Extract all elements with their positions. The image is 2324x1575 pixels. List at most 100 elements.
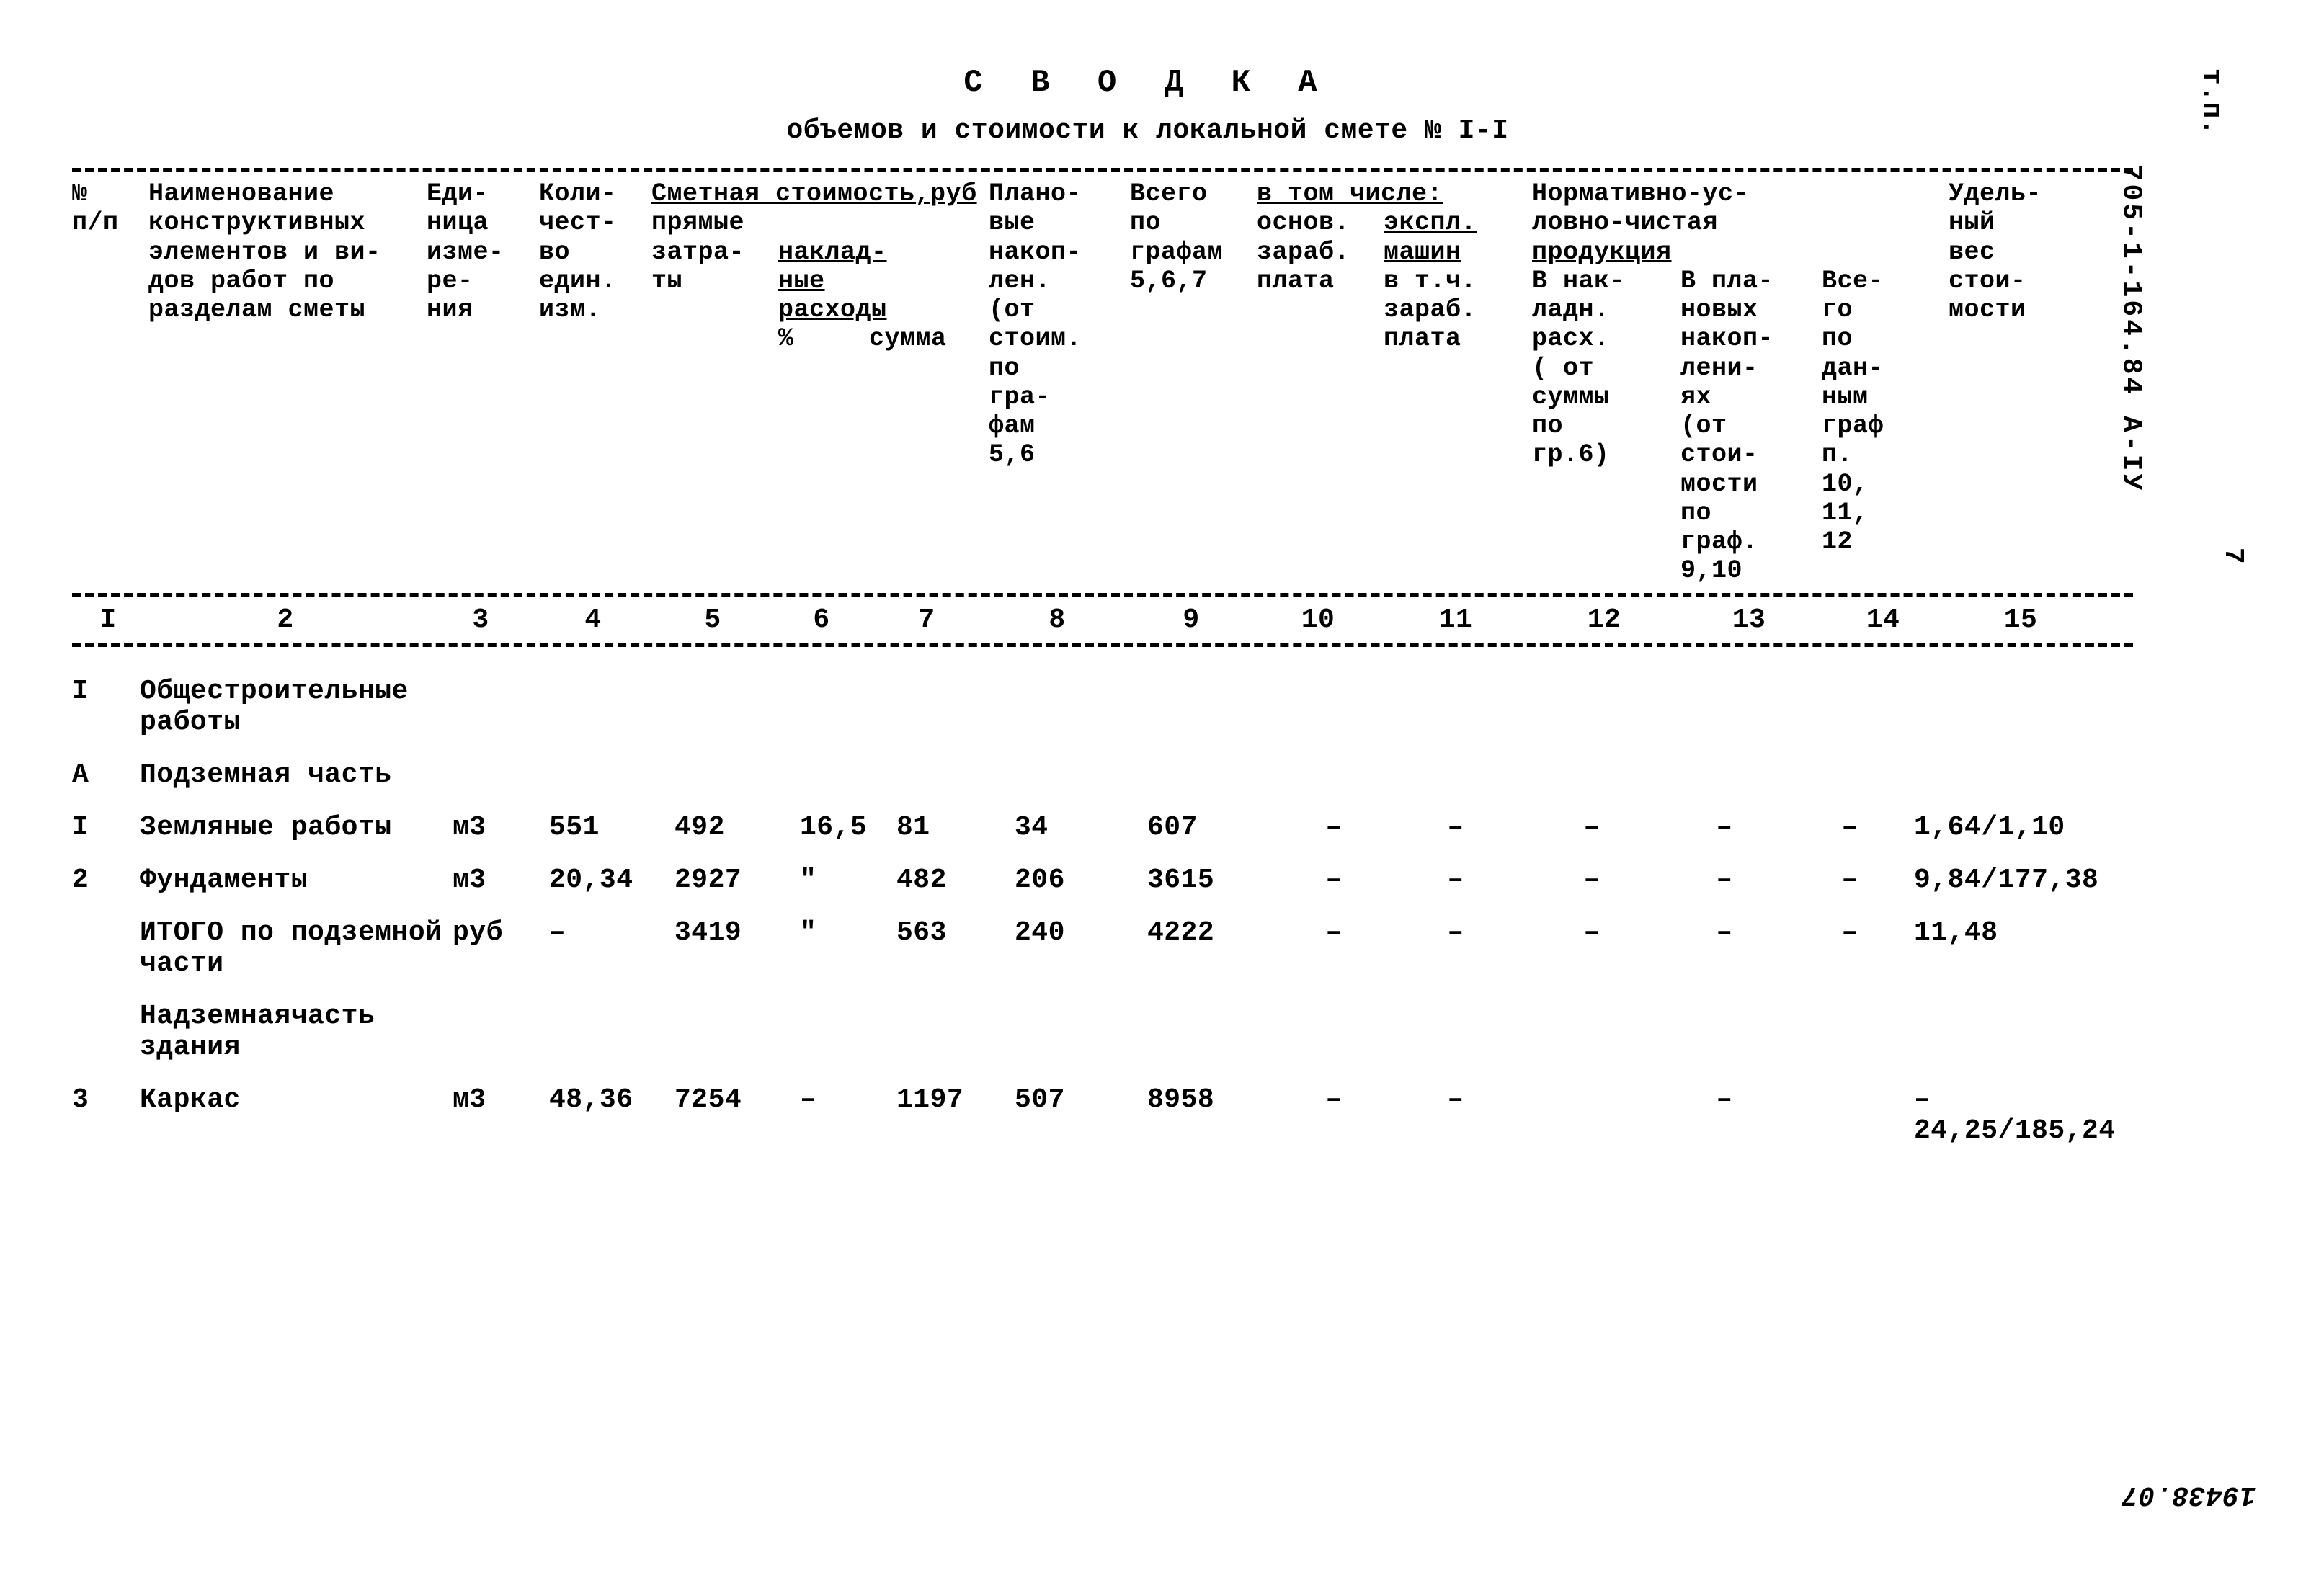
colnum-13: 13 [1680, 604, 1817, 635]
cell-num: 3 [72, 1084, 137, 1115]
hdr-col6-7-top-label: наклад- ные расходы [778, 238, 887, 325]
hdr-col11: в т.ч. зараб. плата [1384, 267, 1528, 354]
cell-9: 8958 [1147, 1084, 1277, 1115]
hdr-col4: Коли- чест- во един. изм. [539, 179, 647, 324]
colnum-4: 4 [539, 604, 647, 635]
side-label-footer: 19438.07 [2122, 1479, 2256, 1510]
cell-name: Надземнаячасть здания [140, 1001, 450, 1063]
cell-11: – [1391, 812, 1521, 843]
cell-11: – [1391, 917, 1521, 948]
hdr-col5: прямые затра- ты [651, 208, 774, 353]
section-row: IОбщестроительные работы [72, 676, 2223, 738]
hdr-col10: основ. зараб. плата [1257, 208, 1379, 353]
rule-mid1 [72, 593, 2133, 597]
cell-15: –24,25/185,24 [1914, 1084, 2101, 1146]
table-row: 3Каркасм348,367254–11975078958––––24,25/… [72, 1084, 2223, 1146]
cell-5: 7254 [675, 1084, 797, 1115]
rule-top [72, 168, 2133, 172]
cell-10: – [1280, 917, 1388, 948]
cell-7: 482 [896, 865, 1012, 896]
section-row: Надземнаячасть здания [72, 1001, 2223, 1063]
cell-13: – [1663, 917, 1786, 948]
cell-6: 16,5 [800, 812, 894, 843]
rule-mid2 [72, 643, 2133, 647]
hdr-col14: Все- го по дан- ным граф п. 10, 11, 12 [1822, 267, 1944, 586]
hdr-col12: В нак- ладн. расх. ( от суммы по гр.6) [1532, 267, 1676, 586]
hdr-col2: Наименование конструктивных элементов и … [148, 179, 422, 324]
hdr-col6: % [778, 324, 865, 353]
hdr-col5-7-top: Сметная стоимость,руб [651, 179, 984, 208]
colnum-11: 11 [1384, 604, 1528, 635]
cell-5: 492 [675, 812, 797, 843]
cell-7: 1197 [896, 1084, 1012, 1115]
cell-13: – [1663, 865, 1786, 896]
cell-6: " [800, 865, 894, 896]
cell-15: 11,48 [1914, 917, 2101, 948]
cell-name: Фундаменты [140, 865, 450, 896]
table-row: 2Фундаментым320,342927"4822063615–––––9,… [72, 865, 2223, 896]
cell-5: 2927 [675, 865, 797, 896]
hdr-col1: № п/п [72, 179, 144, 238]
cell-name: ИТОГО по подземной части [140, 917, 450, 979]
hdr-col8: Плано- вые накоп- лен. (от стоим. по гра… [989, 179, 1126, 470]
cell-9: 3615 [1147, 865, 1277, 896]
cell-num: I [72, 676, 137, 707]
title-sub: объемов и стоимости к локальной смете № … [72, 115, 2223, 146]
cell-5: 3419 [675, 917, 797, 948]
column-numbers-row: I 2 3 4 5 6 7 8 9 10 11 12 13 14 15 [72, 604, 2223, 635]
cell-name: Подземная часть [140, 759, 450, 790]
cell-unit: м3 [453, 812, 546, 843]
cell-qty: – [549, 917, 672, 948]
cell-11: – [1391, 865, 1521, 896]
cell-13: – [1663, 1084, 1786, 1115]
cell-unit: руб [453, 917, 546, 948]
hdr-col12-14-top1: Нормативно-ус- ловно-чистая [1532, 179, 1944, 238]
cell-10: – [1280, 1084, 1388, 1115]
hdr-col6-7-top: наклад- ные расходы [778, 208, 984, 324]
cell-14: – [1789, 865, 1911, 896]
hdr-col15: Удель- ный вес стои- мости [1949, 179, 2093, 324]
cell-15: 9,84/177,38 [1914, 865, 2101, 896]
table-body: IОбщестроительные работыАПодземная часть… [72, 676, 2223, 1146]
cell-10: – [1280, 812, 1388, 843]
cell-6: " [800, 917, 894, 948]
cell-num: А [72, 759, 137, 790]
hdr-col7: сумма [869, 324, 984, 353]
cell-12: – [1523, 917, 1660, 948]
cell-8: 507 [1015, 1084, 1144, 1115]
cell-15: 1,64/1,10 [1914, 812, 2101, 843]
cell-qty: 48,36 [549, 1084, 672, 1115]
cell-14: – [1789, 917, 1911, 948]
cell-qty: 20,34 [549, 865, 672, 896]
hdr-col13: В пла- новых накоп- лени- ях (от стои- м… [1680, 267, 1817, 586]
cell-13: – [1663, 812, 1786, 843]
side-label-page-num: 7 [2217, 548, 2248, 564]
colnum-1: I [72, 604, 144, 635]
cell-8: 240 [1015, 917, 1144, 948]
hdr-col9: Всего по графам 5,6,7 [1130, 179, 1252, 295]
cell-9: 4222 [1147, 917, 1277, 948]
title-main: С В О Д К А [72, 65, 2223, 101]
colnum-2: 2 [148, 604, 422, 635]
document-page: т.п. 705-1-164.84 А-IУ 7 19438.07 С В О … [0, 0, 2324, 1575]
colnum-15: 15 [1949, 604, 2093, 635]
cell-10: – [1280, 865, 1388, 896]
cell-name: Общестроительные работы [140, 676, 450, 738]
cell-num: I [72, 812, 137, 843]
colnum-9: 9 [1130, 604, 1252, 635]
colnum-5: 5 [651, 604, 774, 635]
hdr-col12-14-top2: продукция [1532, 238, 1944, 267]
colnum-14: 14 [1822, 604, 1944, 635]
cell-name: Каркас [140, 1084, 450, 1115]
cell-7: 81 [896, 812, 1012, 843]
cell-12: – [1523, 865, 1660, 896]
colnum-12: 12 [1532, 604, 1676, 635]
cell-num: 2 [72, 865, 137, 896]
cell-11: – [1391, 1084, 1521, 1115]
colnum-8: 8 [989, 604, 1126, 635]
hdr-col10-11-top: в том числе: [1257, 179, 1528, 208]
table-row: ИТОГО по подземной частируб–3419"5632404… [72, 917, 2223, 979]
cell-unit: м3 [453, 865, 546, 896]
colnum-3: 3 [427, 604, 535, 635]
table-header: № п/п Наименование конструктивных элемен… [72, 179, 2223, 586]
